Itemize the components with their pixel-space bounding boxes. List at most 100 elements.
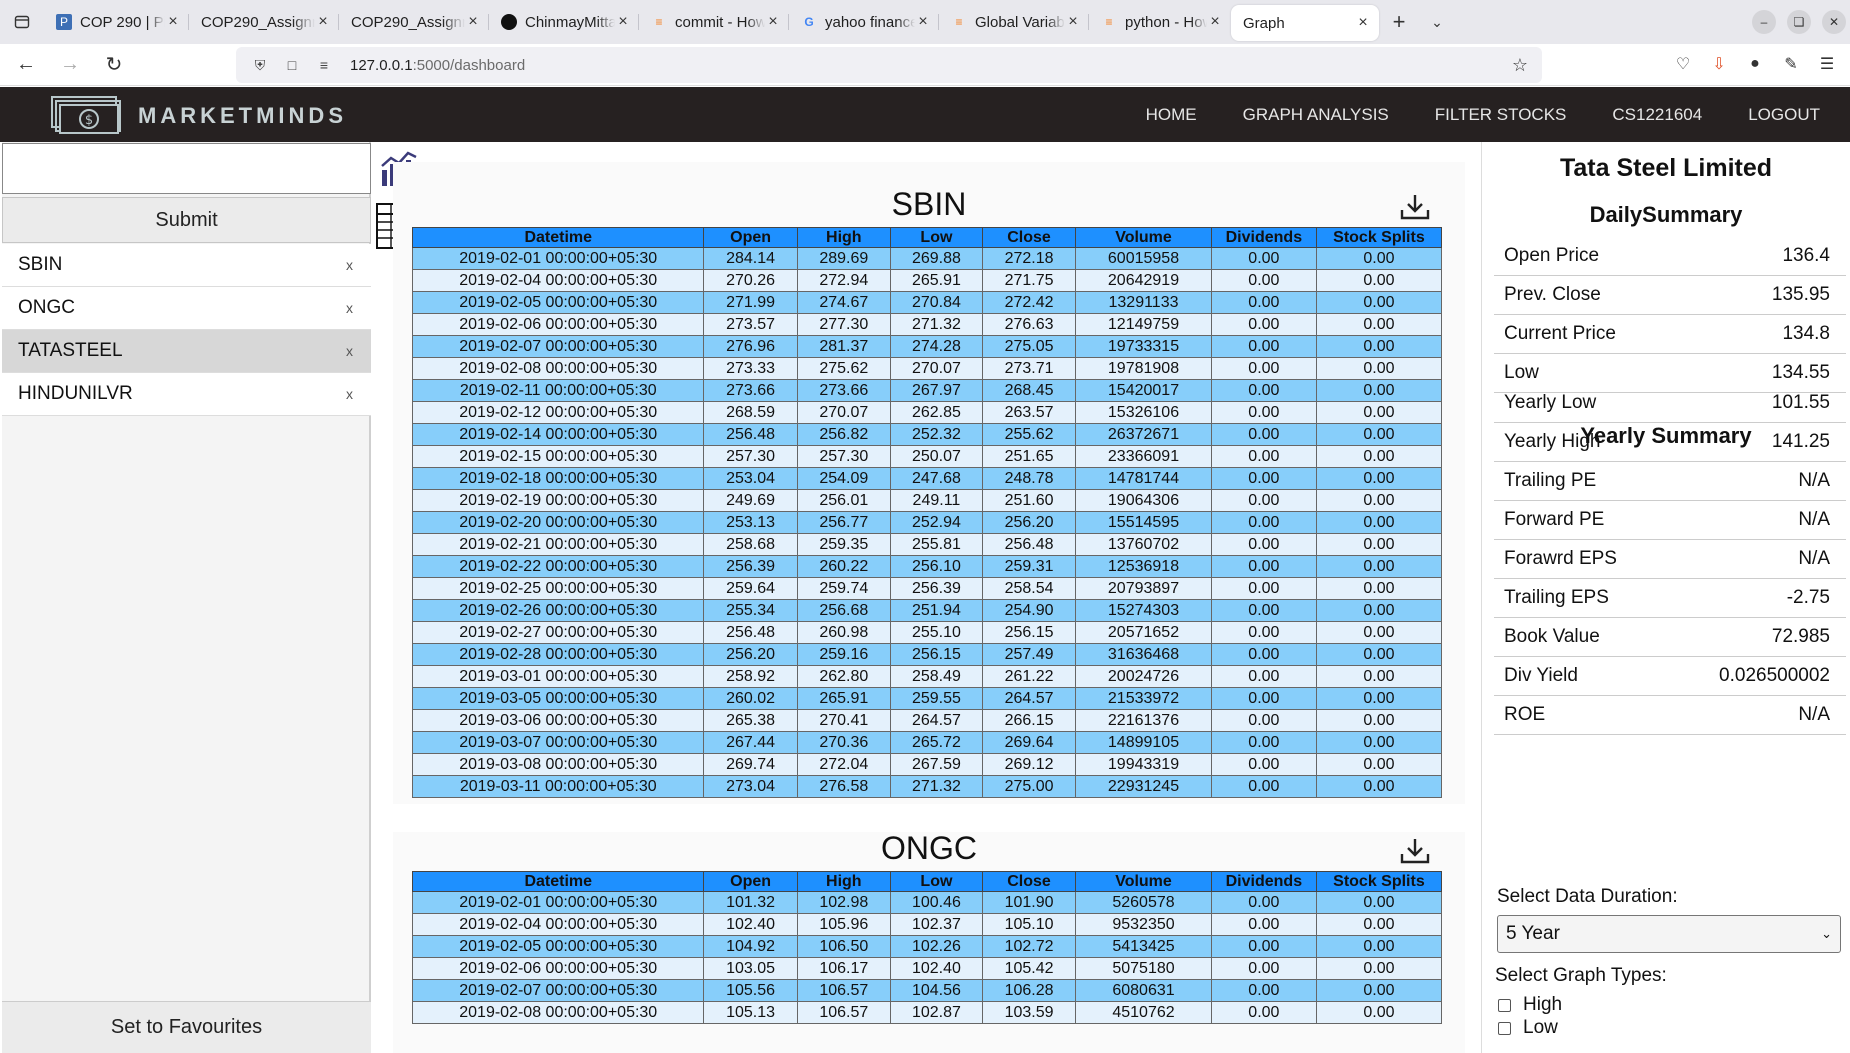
stock-list-item[interactable]: HINDUNILVR x (2, 373, 371, 416)
app-menu-icon[interactable]: ☰ (1819, 56, 1835, 73)
submit-button[interactable]: Submit (2, 197, 371, 243)
menu-user-id[interactable]: CS1221604 (1612, 104, 1703, 124)
remove-stock-icon[interactable]: x (346, 257, 353, 273)
tab-close-icon[interactable]: × (768, 13, 778, 30)
tab-favicon-icon (501, 14, 517, 30)
downloads-icon[interactable]: ⇩ (1712, 56, 1726, 73)
browser-tab[interactable]: ≡ Global Variable from× (939, 4, 1089, 40)
column-header[interactable]: Dividends (1210, 871, 1317, 892)
favourites-sidebar: Submit SBIN x ONGC x TATASTEEL x HINDUNILVR x S… (2, 142, 371, 1053)
set-favourites-button[interactable]: Set to Favourites (2, 1001, 371, 1053)
column-header[interactable]: Low (889, 227, 983, 248)
minimize-icon[interactable]: – (1752, 10, 1776, 34)
column-header[interactable]: Datetime (411, 227, 705, 248)
column-header[interactable]: Volume (1075, 227, 1212, 248)
column-header[interactable]: Close (981, 871, 1077, 892)
account-icon[interactable]: ● (1750, 55, 1760, 72)
new-tab-button[interactable]: + (1392, 9, 1406, 34)
remove-stock-icon[interactable]: x (346, 343, 353, 359)
table-cell: 2019-02-20 00:00:00+05:30 (411, 511, 705, 534)
table-cell: 105.56 (703, 979, 798, 1002)
summary-label: Yearly High (1504, 431, 1601, 452)
column-header[interactable]: Low (889, 871, 983, 892)
graph-type-checkbox[interactable]: High (1498, 994, 1562, 1016)
remove-stock-icon[interactable]: x (346, 386, 353, 402)
tab-close-icon[interactable]: × (618, 13, 628, 30)
tab-close-icon[interactable]: × (168, 13, 178, 30)
download-icon[interactable] (1398, 836, 1432, 866)
menu-home[interactable]: HOME (1145, 104, 1197, 124)
tab-list-chevron-icon[interactable]: ⌄ (1431, 13, 1443, 30)
table-cell: 2019-03-07 00:00:00+05:30 (411, 731, 705, 754)
table-cell: 23366091 (1075, 445, 1212, 468)
money-logo-icon[interactable]: $ (50, 95, 122, 135)
extensions-icon[interactable]: ✎ (1784, 56, 1798, 73)
duration-select[interactable]: 5 Year ⌄ (1497, 915, 1841, 953)
shield-icon[interactable]: ⛨ (254, 56, 266, 73)
address-bar[interactable]: ⛨ □ ≡ 127.0.0.1:5000/dashboard ☆ (236, 47, 1542, 83)
table-cell: 266.15 (981, 709, 1077, 732)
remove-stock-icon[interactable]: x (346, 300, 353, 316)
stock-list-item[interactable]: TATASTEEL x (2, 330, 371, 373)
browser-tab[interactable]: ≡ python - How to download× (1089, 4, 1231, 40)
tab-overview-icon[interactable] (0, 0, 44, 44)
table-cell: 0.00 (1315, 379, 1443, 402)
brand-name[interactable]: MARKETMINDS (138, 103, 347, 128)
graph-type-checkbox[interactable]: Low (1498, 1017, 1558, 1039)
table-cell: 2019-02-22 00:00:00+05:30 (411, 555, 705, 578)
pocket-icon[interactable]: ♡ (1675, 56, 1691, 73)
back-icon[interactable]: ← (16, 53, 36, 75)
table-cell: 269.12 (981, 753, 1077, 776)
stock-symbol[interactable]: ONGC (18, 297, 75, 318)
stock-symbol[interactable]: TATASTEEL (18, 340, 123, 361)
column-header[interactable]: High (796, 871, 891, 892)
column-header[interactable]: Open (703, 227, 798, 248)
forward-icon[interactable]: → (60, 53, 80, 75)
close-window-icon[interactable]: ✕ (1822, 10, 1846, 34)
reload-icon[interactable]: ↻ (105, 54, 123, 76)
menu-graph-analysis[interactable]: GRAPH ANALYSIS (1242, 104, 1389, 124)
browser-tab[interactable]: COP290_Assignment_1× (189, 4, 339, 40)
stock-symbol[interactable]: SBIN (18, 254, 63, 275)
browser-tab[interactable]: P COP 290 | Piazza QA× (44, 4, 189, 40)
table-row: 2019-02-06 00:00:00+05:30 273.57 277.30 271… (411, 313, 1443, 336)
browser-tab[interactable]: ChinmayMittal/MarketMinds× (489, 4, 639, 40)
menu-filter-stocks[interactable]: FILTER STOCKS (1434, 104, 1567, 124)
checkbox-box[interactable] (1498, 998, 1511, 1012)
tab-close-icon[interactable]: × (1358, 14, 1368, 31)
menu-logout[interactable]: LOGOUT (1748, 104, 1820, 124)
column-header[interactable]: Datetime (411, 871, 705, 892)
table-cell: 19064306 (1075, 489, 1212, 512)
stock-symbol[interactable]: HINDUNILVR (18, 383, 133, 404)
summary-value: 72.985 (1771, 626, 1830, 647)
page-icon: □ (287, 57, 297, 73)
stock-list-item[interactable]: ONGC x (2, 287, 371, 330)
tab-favicon-icon: P (56, 14, 72, 30)
restore-icon[interactable]: ❏ (1787, 10, 1811, 34)
stock-list-item[interactable]: SBIN x (2, 244, 371, 287)
tab-close-icon[interactable]: × (318, 13, 328, 30)
column-header[interactable]: Open (703, 871, 798, 892)
browser-tab[interactable]: Graph × (1231, 5, 1379, 41)
tab-title: yahoo finance market (825, 13, 915, 31)
bookmark-star-icon[interactable]: ☆ (1511, 55, 1528, 75)
column-header[interactable]: Close (981, 227, 1077, 248)
browser-tab[interactable]: ≡ commit - How to commit× (639, 4, 789, 40)
browser-tab[interactable]: COP290_Assignment_1× (339, 4, 489, 40)
tab-close-icon[interactable]: × (1068, 13, 1078, 30)
tab-close-icon[interactable]: × (1210, 13, 1220, 30)
stock-search-input[interactable] (2, 143, 371, 194)
checkbox-box[interactable] (1498, 1021, 1511, 1035)
tab-close-icon[interactable]: × (468, 13, 478, 30)
column-header[interactable]: Stock Splits (1315, 227, 1443, 248)
connection-info-icon[interactable]: ≡ (319, 57, 329, 73)
column-header[interactable]: High (796, 227, 891, 248)
url-text[interactable]: 127.0.0.1:5000/dashboard (350, 56, 526, 74)
download-icon[interactable] (1398, 192, 1432, 222)
column-header[interactable]: Dividends (1210, 227, 1317, 248)
column-header[interactable]: Stock Splits (1315, 871, 1443, 892)
tab-close-icon[interactable]: × (918, 13, 928, 30)
column-header[interactable]: Volume (1075, 871, 1212, 892)
summary-label: Yearly Low (1504, 392, 1597, 413)
